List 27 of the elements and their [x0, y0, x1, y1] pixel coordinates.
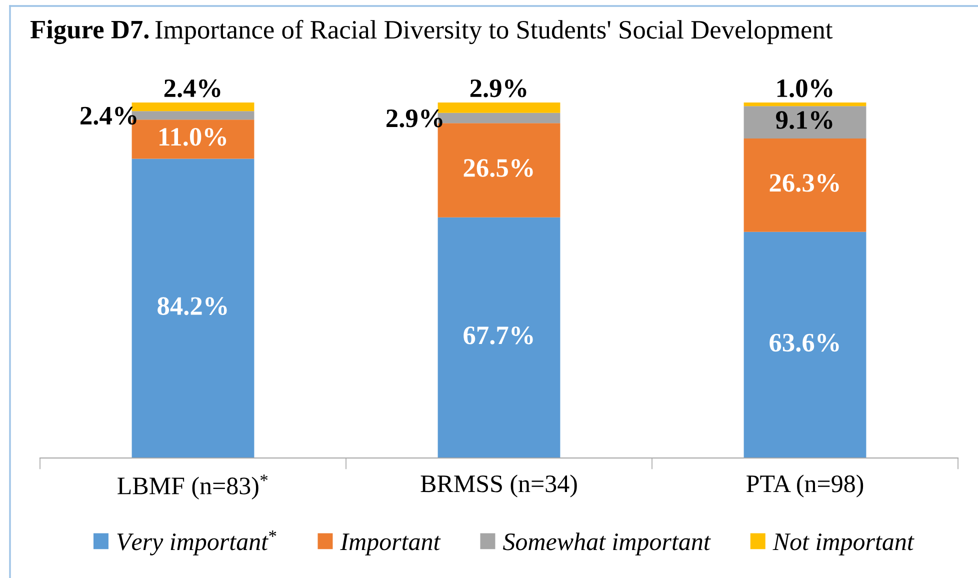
data-label: 63.6% — [770, 334, 839, 352]
legend-label: Important — [340, 534, 441, 556]
data-label: 67.7% — [464, 326, 533, 344]
x-tick-label: BRMSS (n=34) — [420, 474, 577, 498]
bar — [744, 106, 866, 138]
chart-subtitle: Importance of Racial Diversity to Students' Social Development — [155, 20, 833, 44]
bar — [744, 232, 866, 458]
data-label: 11.0% — [160, 128, 226, 146]
legend-label: Somewhat important — [503, 532, 711, 556]
x-tick-label: LBMF (n=83)$^{*}$ — [118, 474, 268, 500]
chart-title: Figure D7. — [30, 20, 149, 44]
legend-label: Very important$^{*}$ — [117, 530, 276, 556]
bar — [744, 102, 866, 106]
data-label: 9.1% — [776, 111, 832, 130]
data-label: 2.9% — [470, 79, 526, 98]
data-label: 2.9% — [386, 109, 442, 128]
bar — [132, 158, 254, 458]
data-label: 26.3% — [770, 174, 839, 192]
bar — [438, 217, 560, 458]
data-label: 26.5% — [464, 159, 533, 177]
data-label: 2.4% — [80, 106, 136, 125]
bar — [744, 138, 866, 232]
data-label: 1.0% — [777, 79, 832, 98]
data-label: 84.2% — [158, 297, 227, 316]
x-tick-label: PTA (n=98) — [746, 474, 864, 498]
data-label: 2.4% — [164, 79, 220, 98]
legend-label: Not important — [772, 533, 914, 556]
